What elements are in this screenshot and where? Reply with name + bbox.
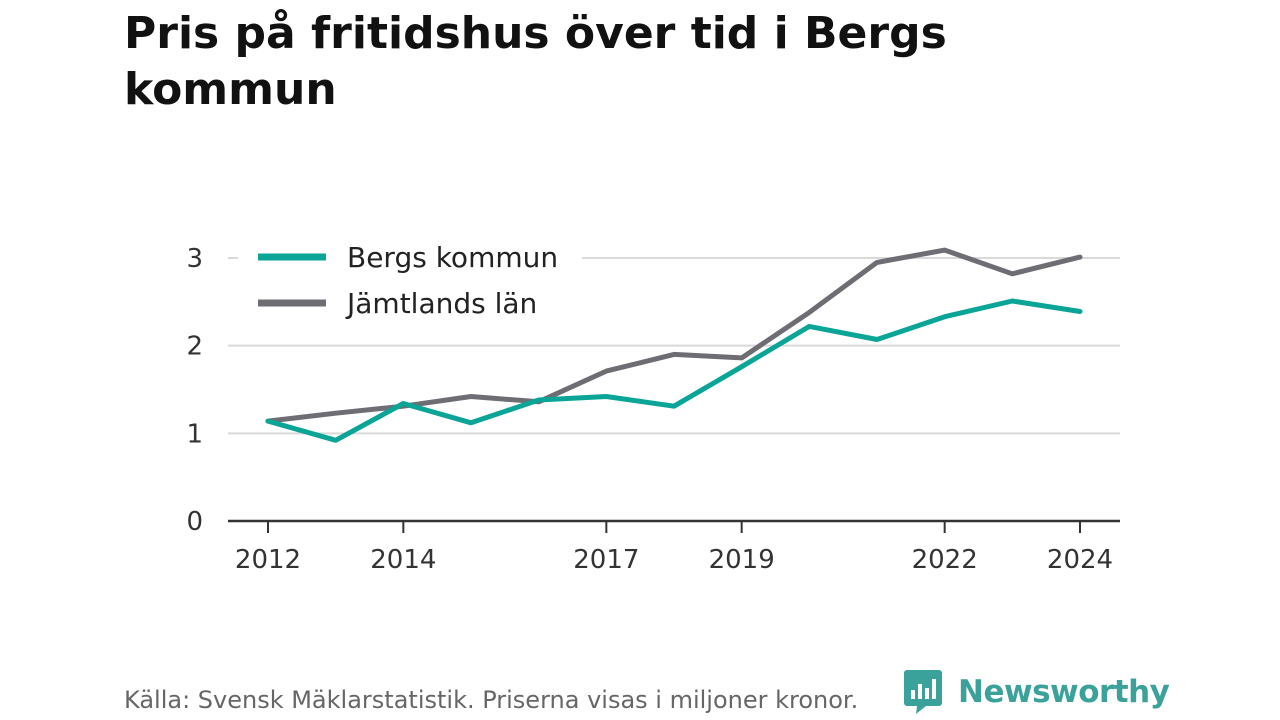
x-tick-label: 2022 bbox=[912, 545, 978, 575]
y-tick-label: 2 bbox=[186, 332, 203, 362]
source-note: Källa: Svensk Mäklarstatistik. Priserna … bbox=[124, 686, 859, 714]
y-tick-label: 1 bbox=[186, 419, 203, 449]
y-tick-label: 3 bbox=[186, 244, 203, 274]
x-tick-label: 2017 bbox=[573, 545, 639, 575]
legend-label: Jämtlands län bbox=[345, 287, 537, 320]
brand-logo: Newsworthy bbox=[904, 670, 1170, 714]
x-tick-label: 2019 bbox=[709, 545, 775, 575]
y-tick-label: 0 bbox=[186, 507, 203, 537]
y-axis-ticks: 0 1 2 3 bbox=[186, 244, 203, 537]
line-chart: 0 1 2 3 2012 2014 2017 2019 2022 2024 Bergs komm… bbox=[186, 232, 1120, 575]
legend-label: Bergs kommun bbox=[347, 241, 558, 274]
brand-name: Newsworthy bbox=[958, 674, 1170, 710]
chart-title: Pris på fritidshus över tid i Bergs komm… bbox=[124, 8, 947, 115]
x-tick-label: 2014 bbox=[370, 545, 436, 575]
x-tick-label: 2012 bbox=[235, 545, 301, 575]
legend: Bergs kommun Jämtlands län bbox=[238, 232, 582, 328]
legend-background bbox=[238, 232, 582, 328]
data-series bbox=[265, 247, 1083, 443]
x-tick-label: 2024 bbox=[1047, 545, 1113, 575]
series-line-bergs-kommun bbox=[265, 298, 1083, 443]
newsworthy-logo-icon bbox=[904, 670, 942, 714]
x-axis: 2012 2014 2017 2019 2022 2024 bbox=[228, 519, 1120, 575]
